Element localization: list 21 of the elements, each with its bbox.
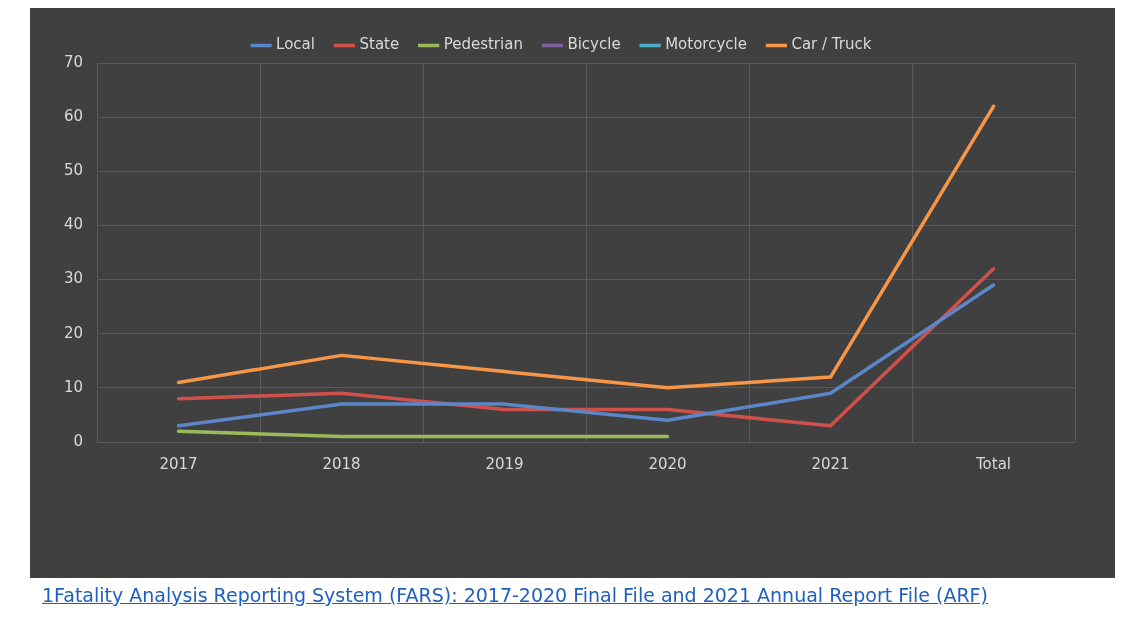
legend-label: Motorcycle: [665, 35, 747, 54]
y-tick-label: 0: [73, 431, 84, 450]
y-tick-label: 20: [63, 323, 84, 342]
legend-label: Bicycle: [567, 35, 621, 54]
legend-label: Car / Truck: [791, 35, 872, 54]
y-tick-label: 30: [63, 269, 84, 288]
x-tick-label: 2020: [648, 454, 687, 473]
y-tick-label: 70: [63, 52, 84, 71]
y-tick-label: 10: [63, 377, 84, 396]
legend-label: State: [359, 35, 400, 54]
x-tick-label: 2017: [159, 454, 198, 473]
legend-label: Local: [276, 35, 315, 54]
x-tick-label: 2019: [485, 454, 524, 473]
y-tick-label: 60: [63, 107, 84, 126]
y-tick-label: 50: [63, 161, 84, 180]
x-tick-label: 2018: [322, 454, 361, 473]
text: 1Fatality Analysis Reporting System (FARS): 2017-2020 Final File and 2021 Annual Report File (ARF): [42, 584, 989, 606]
legend-label: Pedestrian: [443, 35, 523, 54]
x-tick-label: Total: [974, 454, 1012, 473]
y-tick-label: 40: [63, 215, 84, 234]
x-tick-label: 2021: [811, 454, 850, 473]
